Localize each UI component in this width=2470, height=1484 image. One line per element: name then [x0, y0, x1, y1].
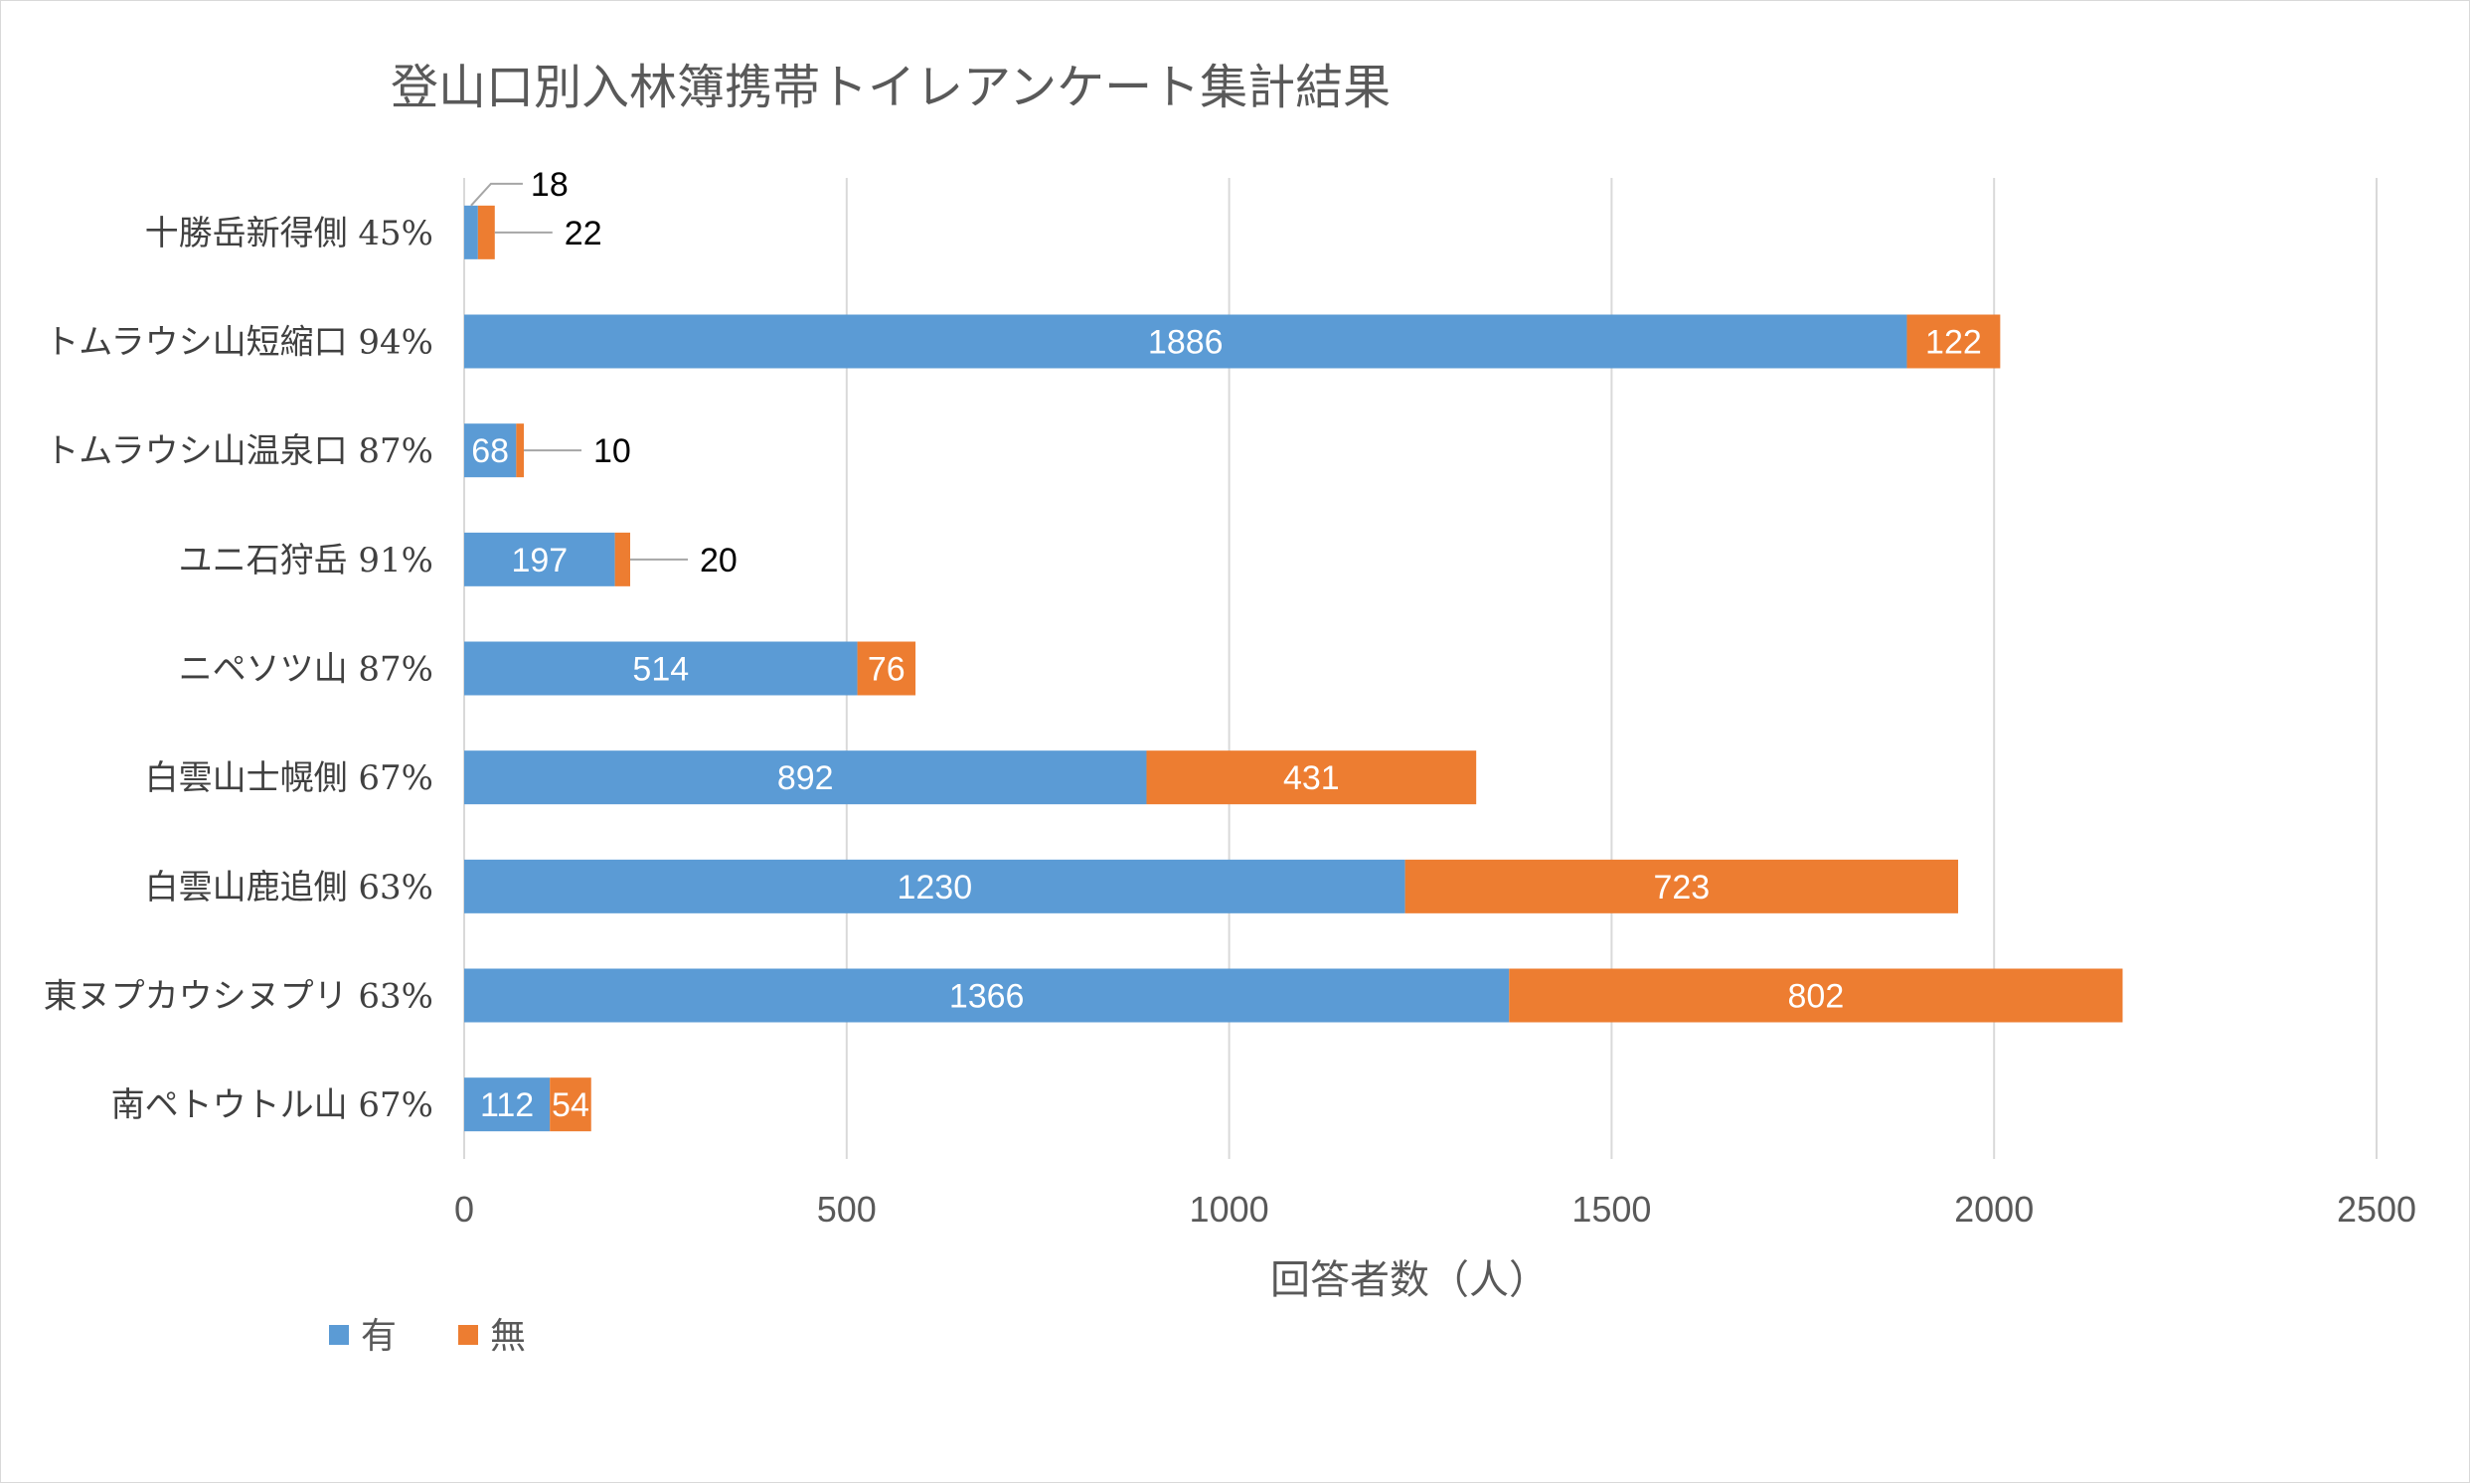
- category-label: 白雲山士幌側 67%: [145, 758, 433, 798]
- category-label: トムラウシ山短縮口 94%: [45, 323, 433, 363]
- legend: 有無: [329, 1316, 526, 1357]
- bar-segment: [464, 641, 858, 696]
- category-label: トムラウシ山温泉口 87%: [45, 431, 433, 471]
- category-label: 東ヌプカウシヌプリ 63%: [44, 977, 433, 1017]
- x-tick-label: 0: [454, 1189, 474, 1230]
- category-labels: 十勝岳新得側 45% トムラウシ山短縮口 94% トムラウシ山温泉口 87% ユニ石狩…: [44, 214, 433, 1125]
- chart-title: 登山口別入林簿携帯トイレアンケート集計結果: [391, 60, 1391, 115]
- data-label: 1366: [949, 978, 1025, 1016]
- bar-segment: [857, 641, 916, 696]
- category-label: 十勝岳新得側 45%: [145, 214, 433, 253]
- leader-line: [470, 182, 523, 207]
- bar-segment: [477, 205, 495, 259]
- data-label: 197: [511, 542, 568, 579]
- data-label: 1886: [1148, 324, 1224, 362]
- data-label: 431: [1283, 759, 1340, 797]
- data-label: 18: [531, 166, 569, 204]
- bar-segment: [464, 968, 1510, 1023]
- data-label: 68: [471, 432, 509, 470]
- bar-segment: [464, 532, 615, 586]
- data-label: 22: [565, 215, 602, 252]
- category-label: ニペソツ山 87%: [179, 650, 433, 690]
- data-label: 723: [1653, 869, 1710, 907]
- bar-segment: [464, 750, 1147, 805]
- data-label: 1230: [897, 869, 972, 907]
- bar-segment: [1404, 859, 1959, 913]
- bar-segment: [464, 1077, 551, 1132]
- data-label: 514: [632, 651, 689, 689]
- category-label: ユニ石狩岳 91%: [179, 541, 433, 580]
- bar-segment: [1146, 750, 1477, 805]
- bar-segment: [550, 1077, 591, 1132]
- category-label: 白雲山鹿追側 63%: [145, 868, 433, 907]
- legend-label: 有: [361, 1316, 397, 1357]
- bar-segment: [1509, 968, 2123, 1023]
- data-label: 76: [868, 651, 906, 689]
- legend-label: 無: [490, 1316, 526, 1357]
- x-tick-label: 2500: [2337, 1189, 2416, 1230]
- data-label: 112: [480, 1086, 534, 1124]
- bar-segment: [516, 423, 525, 478]
- data-label: 122: [1925, 324, 1982, 362]
- bars: 18 22 1886 122 68 10 197 20 514 76 892 431 1230 723 13…: [464, 166, 2123, 1132]
- bar-segment: [464, 859, 1405, 913]
- legend-swatch: [458, 1325, 478, 1345]
- data-label: 20: [700, 542, 738, 579]
- x-tick-label: 2000: [1954, 1189, 2034, 1230]
- x-tick-label: 1500: [1571, 1189, 1651, 1230]
- x-tick-label: 500: [817, 1189, 877, 1230]
- data-label: 802: [1788, 978, 1845, 1016]
- x-axis-title: 回答者数（人）: [1270, 1257, 1549, 1303]
- bar-segment: [464, 314, 1907, 369]
- legend-swatch: [329, 1325, 349, 1345]
- data-label: 54: [552, 1086, 589, 1124]
- bar-segment: [614, 532, 631, 586]
- data-label: 10: [593, 432, 631, 470]
- x-tick-label: 1000: [1190, 1189, 1269, 1230]
- category-label: 南ペトウトル山 67%: [111, 1085, 433, 1125]
- x-tick-labels: 0 500 1000 1500 2000 2500: [454, 1189, 2416, 1230]
- bar-segment: [464, 205, 478, 259]
- bar-segment: [1906, 314, 2001, 369]
- data-label: 892: [777, 759, 834, 797]
- bar-segment: [464, 423, 517, 478]
